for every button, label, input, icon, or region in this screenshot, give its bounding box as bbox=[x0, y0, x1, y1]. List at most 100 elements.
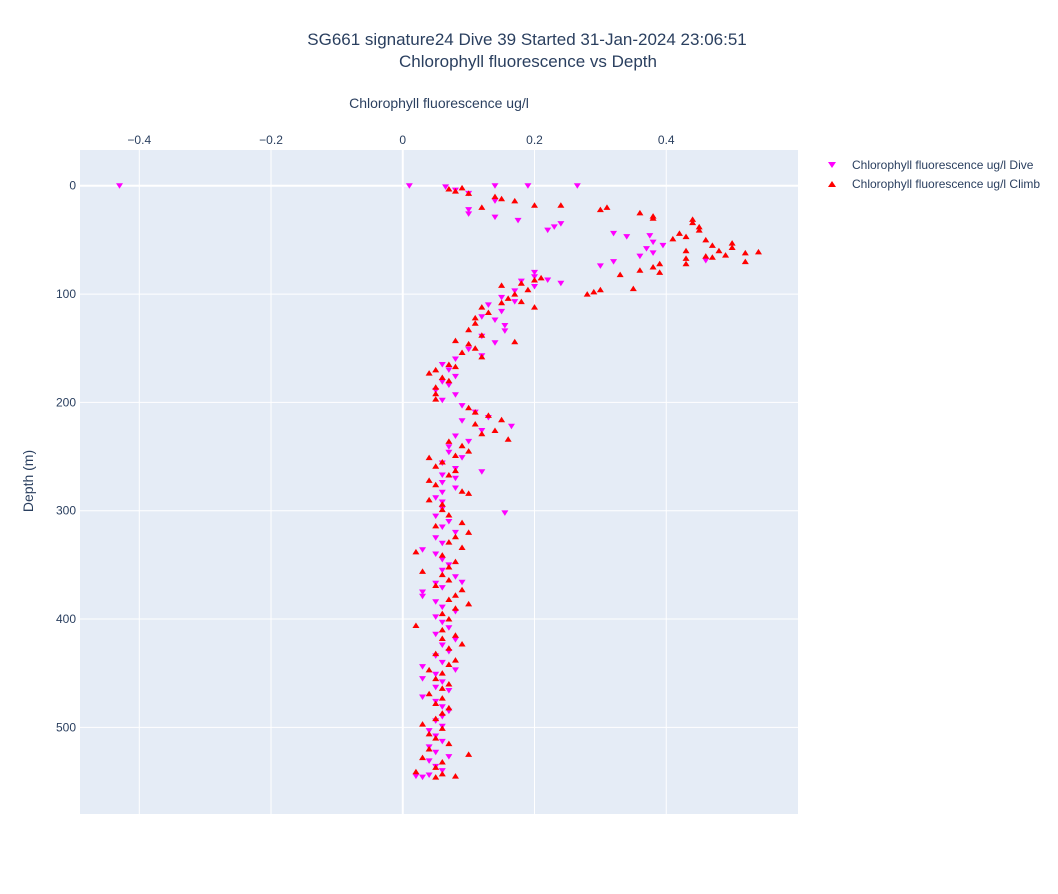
climb-data-point bbox=[517, 298, 525, 305]
climb-data-point bbox=[458, 586, 466, 593]
climb-data-point bbox=[458, 184, 466, 191]
y-tick-label: 0 bbox=[69, 179, 76, 193]
dive-data-point bbox=[636, 253, 644, 260]
climb-data-point bbox=[445, 577, 453, 583]
climb-data-point bbox=[728, 244, 736, 250]
climb-data-point bbox=[432, 384, 440, 390]
dive-data-point bbox=[646, 233, 654, 239]
legend-climb-label: Chlorophyll fluorescence ug/l Climb bbox=[852, 177, 1040, 191]
dive-data-point bbox=[445, 367, 453, 373]
climb-data-point bbox=[478, 304, 486, 310]
dive-data-point bbox=[610, 230, 618, 237]
dive-data-point bbox=[544, 227, 552, 234]
x-tick-label: −0.2 bbox=[259, 133, 283, 147]
dive-data-point bbox=[557, 280, 565, 287]
climb-data-point bbox=[517, 280, 525, 286]
climb-data-point bbox=[484, 412, 492, 418]
climb-data-point bbox=[451, 533, 459, 540]
climb-data-point bbox=[616, 271, 624, 278]
dive-data-point bbox=[432, 513, 440, 520]
climb-data-point bbox=[465, 340, 473, 347]
climb-data-point bbox=[445, 661, 453, 668]
dive-data-point bbox=[498, 308, 506, 315]
dive-data-point bbox=[458, 579, 466, 586]
climb-data-point bbox=[451, 632, 459, 638]
climb-data-point bbox=[445, 645, 453, 651]
y-tick-label: 400 bbox=[56, 612, 76, 626]
dive-data-point bbox=[445, 449, 453, 456]
dive-data-point bbox=[610, 259, 618, 265]
dive-data-point bbox=[451, 667, 459, 673]
dive-data-point bbox=[458, 418, 466, 424]
dive-data-point bbox=[438, 480, 446, 486]
dive-data-point bbox=[451, 574, 459, 580]
dive-data-point bbox=[432, 749, 440, 756]
climb-data-point bbox=[432, 522, 440, 529]
dive-data-point bbox=[531, 269, 539, 276]
dive-data-point bbox=[491, 183, 499, 189]
climb-data-point bbox=[478, 204, 486, 210]
x-axis-title: Chlorophyll fluorescence ug/l bbox=[349, 95, 529, 111]
climb-data-point bbox=[451, 337, 459, 344]
climb-data-point bbox=[438, 670, 446, 676]
climb-data-point bbox=[425, 746, 433, 752]
climb-data-point bbox=[465, 529, 473, 535]
climb-data-point bbox=[419, 721, 427, 727]
climb-data-point bbox=[451, 605, 459, 611]
climb-data-point bbox=[524, 286, 532, 293]
climb-data-point bbox=[537, 274, 545, 281]
dive-data-point bbox=[498, 294, 506, 301]
climb-data-point bbox=[465, 490, 473, 496]
legend-item-dive[interactable]: Chlorophyll fluorescence ug/l Dive bbox=[828, 158, 1034, 172]
tick-labels: −0.4 −0.2 0 0.2 0.4 0 100 200 300 400 500 bbox=[56, 133, 675, 734]
dive-data-point bbox=[438, 472, 446, 478]
climb-data-point bbox=[438, 552, 446, 558]
climb-data-point bbox=[445, 740, 453, 747]
climb-data-point bbox=[695, 227, 703, 233]
climb-data-point bbox=[636, 267, 644, 273]
legend-climb-marker-icon bbox=[828, 181, 836, 187]
climb-data-point bbox=[478, 332, 486, 338]
climb-data-point bbox=[471, 421, 479, 427]
dive-data-point bbox=[405, 183, 413, 189]
climb-data-point bbox=[438, 725, 446, 731]
dive-data-point bbox=[478, 314, 486, 320]
climb-data-point bbox=[419, 754, 427, 761]
climb-data-point bbox=[445, 704, 453, 711]
climb-data-point bbox=[498, 299, 506, 306]
legend[interactable]: Chlorophyll fluorescence ug/l Dive Chlor… bbox=[828, 158, 1040, 191]
dive-data-point bbox=[438, 489, 446, 496]
climb-data-point bbox=[557, 202, 565, 208]
dive-data-point bbox=[451, 637, 459, 643]
climb-data-point bbox=[445, 564, 453, 570]
climb-data-point bbox=[478, 353, 486, 360]
legend-item-climb[interactable]: Chlorophyll fluorescence ug/l Climb bbox=[828, 177, 1040, 191]
climb-data-point bbox=[432, 366, 440, 373]
climb-data-point bbox=[741, 258, 749, 265]
dive-data-point bbox=[451, 529, 459, 536]
climb-data-point bbox=[438, 458, 446, 465]
dive-data-point bbox=[438, 679, 446, 685]
dive-data-point bbox=[458, 455, 466, 461]
dive-data-point bbox=[432, 551, 440, 558]
dive-data-point bbox=[419, 694, 427, 701]
climb-data-point bbox=[603, 204, 611, 210]
climb-data-point bbox=[438, 626, 446, 633]
climb-data-point bbox=[438, 635, 446, 642]
x-tick-label: 0.4 bbox=[658, 133, 675, 147]
climb-data-point bbox=[465, 326, 473, 333]
dive-data-point bbox=[116, 183, 124, 189]
dive-data-point bbox=[412, 773, 420, 780]
climb-data-point bbox=[682, 255, 690, 261]
chart-subtitle: Chlorophyll fluorescence vs Depth bbox=[399, 52, 657, 71]
climb-data-point bbox=[432, 481, 440, 488]
climb-data-point bbox=[491, 427, 499, 434]
climb-data-point bbox=[728, 240, 736, 246]
dive-data-point bbox=[445, 444, 453, 450]
climb-data-point bbox=[432, 764, 440, 770]
climb-data-point bbox=[656, 260, 664, 267]
climb-data-point bbox=[478, 430, 486, 437]
climb-data-point bbox=[425, 370, 433, 376]
climb-data-point bbox=[451, 657, 459, 663]
climb-data-point bbox=[702, 236, 710, 243]
